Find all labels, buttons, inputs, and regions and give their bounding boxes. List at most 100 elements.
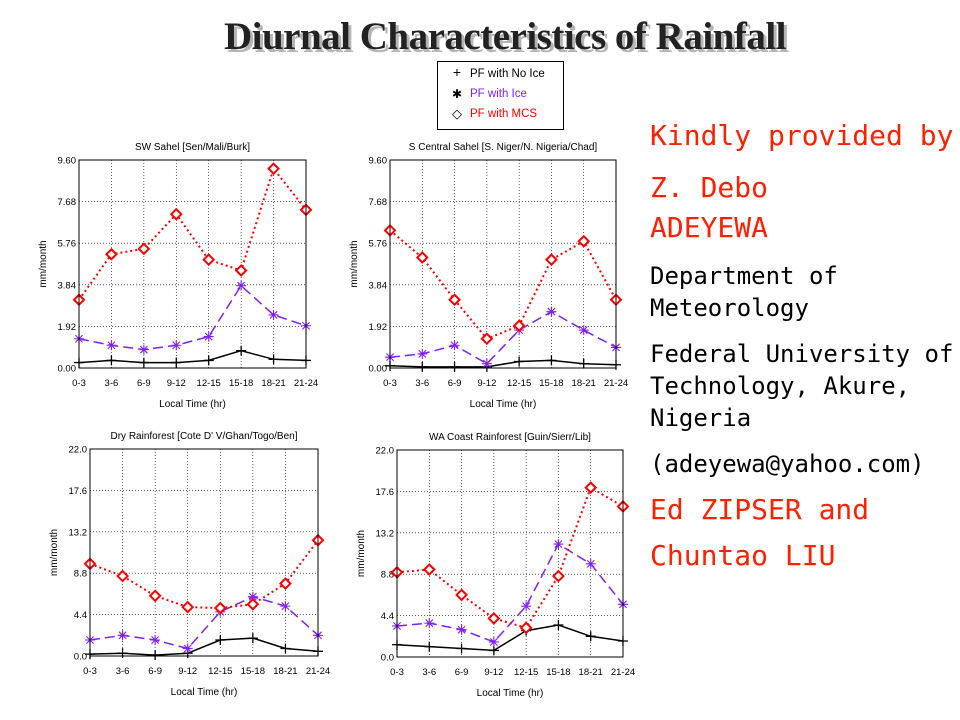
x-tick-label: 0-3 <box>72 378 86 389</box>
legend-item-mcs: ◇ PF with MCS <box>438 106 563 124</box>
data-point-no-ice <box>546 355 557 366</box>
data-point-mcs <box>181 600 195 614</box>
x-tick-label: 3-6 <box>422 667 436 678</box>
data-point-ice <box>150 635 161 646</box>
data-point-mcs <box>213 601 227 615</box>
credit-univ-3: Nigeria <box>650 404 752 432</box>
series-line-ice <box>78 284 307 351</box>
data-point-no-ice <box>268 354 279 365</box>
data-point-ice <box>424 618 435 629</box>
y-tick-label: 9.60 <box>58 156 77 167</box>
x-tick-label: 12-15 <box>197 378 221 389</box>
series-line-ice <box>89 595 319 650</box>
x-tick-label: 0-3 <box>83 666 97 677</box>
charts-area: SW Sahel [Sen/Mali/Burk] 0.00 1.92 3.84 5.76… <box>38 142 635 699</box>
data-point-no-ice <box>488 645 499 656</box>
data-point-no-ice <box>424 641 435 652</box>
data-point-no-ice <box>106 355 117 366</box>
credits-panel: Kindly provided by Z. Debo ADEYEWA Depar… <box>650 116 955 576</box>
data-point-ice <box>106 340 117 351</box>
x-tick-label: 3-6 <box>105 378 119 389</box>
data-point-mcs <box>415 251 429 264</box>
data-point-mcs <box>279 577 292 590</box>
y-tick-label: 5.76 <box>369 239 388 250</box>
credit-intro: Kindly provided by <box>650 119 954 152</box>
chart-1: SW Sahel [Sen/Mali/Burk] 0.00 1.92 3.84 5.76… <box>38 142 318 410</box>
x-tick-label: 0-3 <box>390 667 404 678</box>
legend-label-mcs: PF with MCS <box>470 108 538 120</box>
x-tick-label: 18-21 <box>261 378 285 389</box>
series-line-no-ice <box>389 359 617 368</box>
data-point-mcs <box>512 319 526 333</box>
x-tick-label: 15-18 <box>229 378 253 389</box>
credit-dept-1: Department of <box>650 262 838 290</box>
x-tick-label: 15-18 <box>546 667 570 678</box>
y-tick-label: 13.2 <box>376 528 395 539</box>
series-line-no-ice <box>396 624 624 652</box>
data-point-no-ice <box>117 648 128 659</box>
legend-label-ice: PF with Ice <box>470 88 527 100</box>
y-tick-label: 9.60 <box>369 156 388 167</box>
x-axis-label: Local Time (hr) <box>171 687 238 698</box>
credit-univ-2: Technology, Akure, <box>650 372 911 400</box>
data-point-mcs <box>137 242 151 256</box>
series-line-no-ice <box>89 637 319 656</box>
y-axis-label: mm/month <box>349 240 360 287</box>
data-point-ice <box>117 630 128 641</box>
data-point-mcs <box>234 264 248 277</box>
x-tick-label: 9-12 <box>484 667 503 678</box>
plot-frame <box>78 159 307 369</box>
data-point-no-ice <box>203 355 214 366</box>
credit-email: (adeyewa@yahoo.com) <box>650 450 925 478</box>
data-point-mcs <box>105 247 118 261</box>
data-point-mcs <box>422 563 436 576</box>
y-tick-label: 7.68 <box>58 197 77 208</box>
data-point-ice <box>546 306 557 317</box>
data-point-no-ice <box>215 635 226 646</box>
x-tick-label: 21-24 <box>611 667 635 678</box>
data-point-mcs <box>577 234 591 248</box>
x-tick-label: 6-9 <box>148 666 162 677</box>
credit-name-2: Ed ZIPSER and <box>650 493 870 526</box>
data-point-mcs <box>584 481 598 495</box>
data-point-no-ice <box>456 643 467 654</box>
series-line-no-ice <box>78 349 307 364</box>
data-point-no-ice <box>150 650 161 661</box>
data-point-mcs <box>455 588 468 602</box>
legend-label-no-ice: PF with No Ice <box>470 68 545 80</box>
y-tick-label: 8.8 <box>74 569 87 580</box>
data-point-ice <box>449 340 460 351</box>
data-point-mcs <box>116 569 129 583</box>
x-tick-label: 6-9 <box>137 378 151 389</box>
chart-2: S Central Sahel [S. Niger/N. Nigeria/Cha… <box>349 142 628 410</box>
data-point-ice <box>521 601 532 612</box>
data-point-ice <box>481 358 492 369</box>
series-line-mcs <box>78 166 307 301</box>
plus-icon: + <box>452 64 462 80</box>
x-axis-label: Local Time (hr) <box>477 688 544 699</box>
x-tick-label: 6-9 <box>455 667 469 678</box>
data-point-ice <box>280 601 291 612</box>
data-point-no-ice <box>280 643 291 654</box>
y-tick-label: 0.00 <box>369 364 388 375</box>
data-point-no-ice <box>236 345 247 356</box>
credit-dept-2: Meteorology <box>650 294 809 322</box>
x-tick-label: 12-15 <box>514 667 538 678</box>
y-tick-label: 0.0 <box>74 652 87 663</box>
credit-univ-1: Federal University of <box>650 340 954 368</box>
data-point-ice <box>553 539 564 550</box>
credit-name-1a: Z. Debo <box>650 171 769 204</box>
series-line-ice <box>396 543 624 643</box>
data-point-ice <box>236 280 247 291</box>
x-tick-label: 18-21 <box>579 667 603 678</box>
data-point-mcs <box>169 207 183 221</box>
credit-name-3: Chuntao LIU <box>650 539 836 572</box>
y-tick-label: 22.0 <box>376 446 395 457</box>
data-point-no-ice <box>449 361 460 372</box>
legend-item-no-ice: + PF with No Ice <box>438 64 563 84</box>
credit-name-1b: ADEYEWA <box>650 211 769 244</box>
chart-3: Dry Rainforest [Cote D' V/Ghan/Togo/Ben]… <box>49 431 330 698</box>
x-tick-label: 12-15 <box>208 666 232 677</box>
data-point-no-ice <box>138 357 149 368</box>
plot-frame <box>89 448 319 657</box>
